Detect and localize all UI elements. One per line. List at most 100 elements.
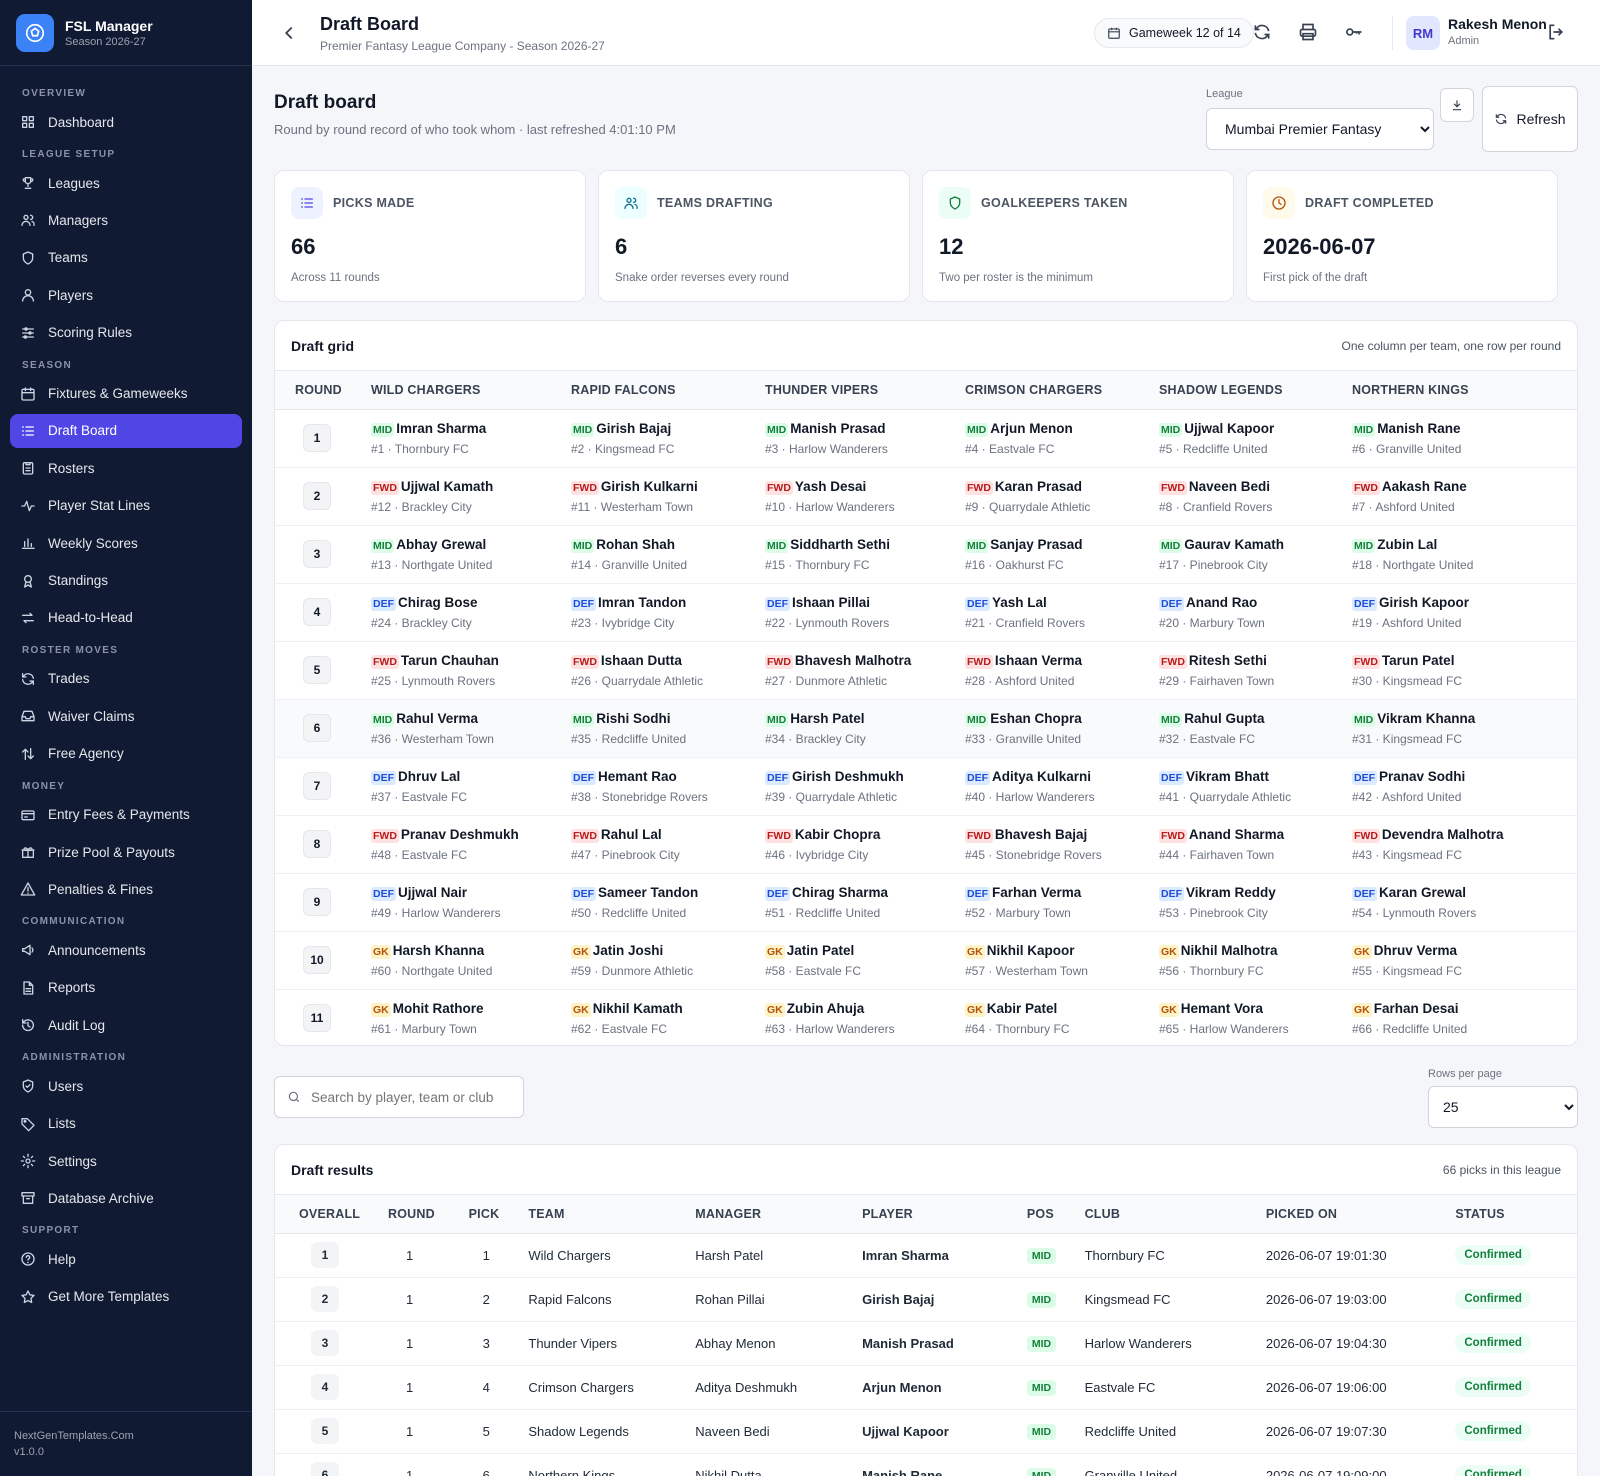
draft-pick-cell[interactable]: MID Rishi Sodhi #35 · Redcliffe United [571, 699, 765, 758]
draft-pick-cell[interactable]: MID Zubin Lal #18 · Northgate United [1352, 525, 1577, 584]
draft-pick-cell[interactable]: GK Jatin Patel #58 · Eastvale FC [765, 931, 965, 990]
draft-pick-cell[interactable]: FWD Rahul Lal #47 · Pinebrook City [571, 815, 765, 874]
draft-pick-cell[interactable]: DEF Vikram Bhatt #41 · Quarrydale Athletic [1159, 757, 1352, 816]
draft-pick-cell[interactable]: MID Gaurav Kamath #17 · Pinebrook City [1159, 525, 1352, 584]
draft-pick-cell[interactable]: MID Arjun Menon #4 · Eastvale FC [965, 409, 1159, 468]
draft-pick-cell[interactable]: MID Manish Prasad #3 · Harlow Wanderers [765, 409, 965, 468]
draft-pick-cell[interactable]: DEF Farhan Verma #52 · Marbury Town [965, 873, 1159, 932]
draft-pick-cell[interactable]: MID Ujjwal Kapoor #5 · Redcliffe United [1159, 409, 1352, 468]
draft-pick-cell[interactable]: MID Sanjay Prasad #16 · Oakhurst FC [965, 525, 1159, 584]
sidebar-item-reports[interactable]: Reports [10, 971, 242, 1005]
draft-pick-cell[interactable]: FWD Devendra Malhotra #43 · Kingsmead FC [1352, 815, 1577, 874]
sidebar-item-announcements[interactable]: Announcements [10, 933, 242, 967]
table-row[interactable]: 2 1 2 Rapid Falcons Rohan Pillai Girish Bajaj… [275, 1277, 1577, 1322]
draft-pick-cell[interactable]: DEF Chirag Bose #24 · Brackley City [371, 583, 571, 642]
sidebar-item-rosters[interactable]: Rosters [10, 451, 242, 485]
rows-per-page-select[interactable]: 25 [1428, 1086, 1578, 1128]
sidebar-item-dashboard[interactable]: Dashboard [10, 105, 242, 139]
draft-pick-cell[interactable]: FWD Tarun Chauhan #25 · Lynmouth Rovers [371, 641, 571, 700]
draft-pick-cell[interactable]: MID Rahul Verma #36 · Westerham Town [371, 699, 571, 758]
draft-pick-cell[interactable]: DEF Aditya Kulkarni #40 · Harlow Wanderers [965, 757, 1159, 816]
draft-pick-cell[interactable]: MID Eshan Chopra #33 · Granville United [965, 699, 1159, 758]
draft-pick-cell[interactable]: FWD Aakash Rane #7 · Ashford United [1352, 467, 1577, 526]
draft-pick-cell[interactable]: DEF Sameer Tandon #50 · Redcliffe United [571, 873, 765, 932]
sidebar-item-users[interactable]: Users [10, 1069, 242, 1103]
draft-pick-cell[interactable]: MID Imran Sharma #1 · Thornbury FC [371, 409, 571, 468]
draft-pick-cell[interactable]: FWD Naveen Bedi #8 · Cranfield Rovers [1159, 467, 1352, 526]
league-select[interactable]: Mumbai Premier Fantasy [1206, 108, 1434, 150]
avatar[interactable]: RM [1406, 16, 1440, 50]
draft-pick-cell[interactable]: DEF Vikram Reddy #53 · Pinebrook City [1159, 873, 1352, 932]
gameweek-selector[interactable]: Gameweek 12 of 14 [1094, 18, 1254, 48]
draft-pick-cell[interactable]: DEF Yash Lal #21 · Cranfield Rovers [965, 583, 1159, 642]
draft-pick-cell[interactable]: GK Farhan Desai #66 · Redcliffe United [1352, 989, 1577, 1045]
draft-pick-cell[interactable]: MID Girish Bajaj #2 · Kingsmead FC [571, 409, 765, 468]
refresh-button[interactable]: Refresh [1482, 86, 1578, 152]
draft-pick-cell[interactable]: DEF Ujjwal Nair #49 · Harlow Wanderers [371, 873, 571, 932]
sidebar-item-settings[interactable]: Settings [10, 1144, 242, 1178]
draft-pick-cell[interactable]: MID Siddharth Sethi #15 · Thornbury FC [765, 525, 965, 584]
draft-pick-cell[interactable]: FWD Ishaan Verma #28 · Ashford United [965, 641, 1159, 700]
draft-pick-cell[interactable]: GK Jatin Joshi #59 · Dunmore Athletic [571, 931, 765, 990]
draft-pick-cell[interactable]: GK Kabir Patel #64 · Thornbury FC [965, 989, 1159, 1045]
draft-pick-cell[interactable]: DEF Dhruv Lal #37 · Eastvale FC [371, 757, 571, 816]
draft-pick-cell[interactable]: FWD Kabir Chopra #46 · Ivybridge City [765, 815, 965, 874]
sidebar-item-database-archive[interactable]: Database Archive [10, 1181, 242, 1215]
draft-pick-cell[interactable]: FWD Yash Desai #10 · Harlow Wanderers [765, 467, 965, 526]
draft-pick-cell[interactable]: FWD Girish Kulkarni #11 · Westerham Town [571, 467, 765, 526]
sidebar-item-lists[interactable]: Lists [10, 1107, 242, 1141]
draft-pick-cell[interactable]: MID Vikram Khanna #31 · Kingsmead FC [1352, 699, 1577, 758]
table-row[interactable]: 1 1 1 Wild Chargers Harsh Patel Imran Sharma M… [275, 1233, 1577, 1278]
sidebar-item-head-to-head[interactable]: Head-to-Head [10, 601, 242, 635]
draft-pick-cell[interactable]: GK Zubin Ahuja #63 · Harlow Wanderers [765, 989, 965, 1045]
draft-pick-cell[interactable]: MID Rahul Gupta #32 · Eastvale FC [1159, 699, 1352, 758]
sync-icon[interactable] [1252, 22, 1272, 42]
draft-pick-cell[interactable]: DEF Girish Deshmukh #39 · Quarrydale Athle… [765, 757, 965, 816]
draft-pick-cell[interactable]: MID Harsh Patel #34 · Brackley City [765, 699, 965, 758]
download-button[interactable] [1440, 88, 1474, 122]
draft-pick-cell[interactable]: DEF Pranav Sodhi #42 · Ashford United [1352, 757, 1577, 816]
sidebar-item-get-more-templates[interactable]: Get More Templates [10, 1280, 242, 1314]
sidebar-item-trades[interactable]: Trades [10, 662, 242, 696]
draft-pick-cell[interactable]: MID Manish Rane #6 · Granville United [1352, 409, 1577, 468]
sidebar-item-players[interactable]: Players [10, 278, 242, 312]
search-box[interactable] [274, 1076, 524, 1118]
draft-pick-cell[interactable]: FWD Ritesh Sethi #29 · Fairhaven Town [1159, 641, 1352, 700]
draft-pick-cell[interactable]: MID Abhay Grewal #13 · Northgate United [371, 525, 571, 584]
sidebar-item-penalties-and-fines[interactable]: Penalties & Fines [10, 872, 242, 906]
brand[interactable]: FSL Manager Season 2026-27 [0, 0, 252, 66]
draft-pick-cell[interactable]: GK Nikhil Kamath #62 · Eastvale FC [571, 989, 765, 1045]
draft-pick-cell[interactable]: GK Hemant Vora #65 · Harlow Wanderers [1159, 989, 1352, 1045]
draft-pick-cell[interactable]: DEF Ishaan Pillai #22 · Lynmouth Rovers [765, 583, 965, 642]
sidebar-item-entry-fees-and-payments[interactable]: Entry Fees & Payments [10, 798, 242, 832]
draft-pick-cell[interactable]: FWD Anand Sharma #44 · Fairhaven Town [1159, 815, 1352, 874]
sidebar-item-free-agency[interactable]: Free Agency [10, 737, 242, 771]
draft-pick-cell[interactable]: FWD Bhavesh Bajaj #45 · Stonebridge Rovers [965, 815, 1159, 874]
table-row[interactable]: 3 1 3 Thunder Vipers Abhay Menon Manish Prasa… [275, 1321, 1577, 1366]
draft-pick-cell[interactable]: FWD Karan Prasad #9 · Quarrydale Athletic [965, 467, 1159, 526]
sidebar-item-leagues[interactable]: Leagues [10, 166, 242, 200]
draft-pick-cell[interactable]: GK Harsh Khanna #60 · Northgate United [371, 931, 571, 990]
sidebar-item-managers[interactable]: Managers [10, 203, 242, 237]
sidebar-item-help[interactable]: Help [10, 1242, 242, 1276]
sidebar-item-teams[interactable]: Teams [10, 241, 242, 275]
sidebar-item-player-stat-lines[interactable]: Player Stat Lines [10, 489, 242, 523]
draft-pick-cell[interactable]: FWD Pranav Deshmukh #48 · Eastvale FC [371, 815, 571, 874]
draft-pick-cell[interactable]: DEF Hemant Rao #38 · Stonebridge Rovers [571, 757, 765, 816]
draft-pick-cell[interactable]: MID Rohan Shah #14 · Granville United [571, 525, 765, 584]
key-icon[interactable] [1344, 22, 1364, 42]
draft-pick-cell[interactable]: DEF Karan Grewal #54 · Lynmouth Rovers [1352, 873, 1577, 932]
draft-pick-cell[interactable]: FWD Ujjwal Kamath #12 · Brackley City [371, 467, 571, 526]
draft-pick-cell[interactable]: FWD Ishaan Dutta #26 · Quarrydale Athletic [571, 641, 765, 700]
sidebar-item-fixtures-and-gameweeks[interactable]: Fixtures & Gameweeks [10, 377, 242, 411]
draft-pick-cell[interactable]: GK Dhruv Verma #55 · Kingsmead FC [1352, 931, 1577, 990]
table-row[interactable]: 6 1 6 Northern Kings Nikhil Dutta Manish Rane… [275, 1453, 1577, 1476]
sidebar-item-standings[interactable]: Standings [10, 564, 242, 598]
sidebar-item-scoring-rules[interactable]: Scoring Rules [10, 316, 242, 350]
sidebar-item-waiver-claims[interactable]: Waiver Claims [10, 699, 242, 733]
search-input[interactable] [311, 1089, 501, 1105]
print-icon[interactable] [1298, 22, 1318, 42]
draft-pick-cell[interactable]: GK Nikhil Kapoor #57 · Westerham Town [965, 931, 1159, 990]
draft-pick-cell[interactable]: GK Nikhil Malhotra #56 · Thornbury FC [1159, 931, 1352, 990]
sidebar-item-weekly-scores[interactable]: Weekly Scores [10, 526, 242, 560]
